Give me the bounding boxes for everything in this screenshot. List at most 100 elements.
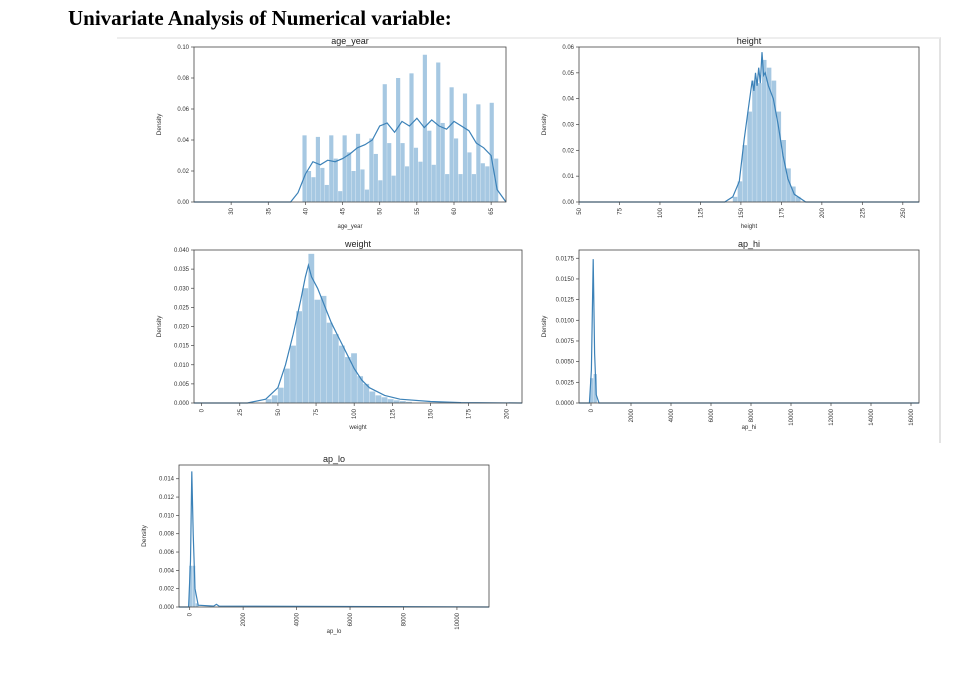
histogram-bar bbox=[494, 158, 499, 202]
histogram-bar bbox=[387, 143, 392, 202]
histogram-bar bbox=[302, 135, 307, 202]
histogram-bar bbox=[406, 401, 412, 403]
y-tick-label: 0.002 bbox=[159, 587, 175, 593]
kde-line bbox=[579, 52, 919, 203]
y-tick-label: 0.08 bbox=[177, 76, 189, 82]
y-tick-label: 0.015 bbox=[174, 344, 190, 350]
y-tick-label: 0.0100 bbox=[556, 318, 575, 324]
axes-frame bbox=[193, 46, 507, 203]
x-tick-label: 12000 bbox=[829, 408, 835, 425]
x-axis-label: age_year bbox=[337, 224, 362, 230]
histogram-bar bbox=[192, 565, 196, 607]
y-tick-label: 0.00 bbox=[562, 200, 574, 206]
x-tick-label: 150 bbox=[428, 408, 434, 419]
histogram-bar bbox=[290, 345, 296, 403]
y-tick-label: 0.0150 bbox=[556, 277, 575, 283]
histogram-bar bbox=[776, 111, 782, 202]
y-tick-label: 0.010 bbox=[159, 513, 175, 519]
histogram-bar bbox=[277, 387, 284, 403]
histogram-bar bbox=[404, 166, 410, 202]
histogram-bar bbox=[593, 374, 597, 403]
histogram-bar bbox=[375, 395, 382, 403]
x-tick-label: 10000 bbox=[455, 612, 461, 629]
x-tick-label: 175 bbox=[467, 408, 473, 419]
histogram-bar bbox=[329, 135, 334, 202]
histogram-bar bbox=[378, 180, 383, 202]
y-tick-label: 0.000 bbox=[159, 605, 175, 611]
x-tick-label: 45 bbox=[341, 207, 347, 214]
x-axis-label: weight bbox=[348, 425, 367, 431]
histogram-bar bbox=[189, 565, 193, 607]
histogram-bar bbox=[476, 104, 481, 202]
histogram-bar bbox=[467, 152, 472, 202]
y-tick-label: 0.006 bbox=[159, 550, 175, 556]
x-tick-label: 0 bbox=[188, 612, 194, 616]
histogram-bar bbox=[333, 158, 338, 202]
x-tick-label: 150 bbox=[739, 207, 745, 218]
chart-title: height bbox=[737, 36, 762, 46]
histogram-bar bbox=[413, 147, 419, 202]
y-tick-label: 0.008 bbox=[159, 532, 175, 538]
histogram-bar bbox=[338, 191, 343, 202]
histogram-bar bbox=[315, 136, 320, 202]
y-axis-label: Density bbox=[156, 315, 163, 337]
axes-frame bbox=[178, 464, 490, 608]
x-tick-label: 0 bbox=[200, 408, 206, 412]
histogram-bar bbox=[347, 152, 352, 202]
histogram-bar bbox=[742, 145, 748, 202]
page-heading: Univariate Analysis of Numerical variabl… bbox=[68, 6, 452, 30]
histogram-bar bbox=[449, 87, 454, 202]
histogram-bar bbox=[400, 143, 405, 202]
x-tick-label: 2000 bbox=[241, 612, 247, 626]
chart-title: age_year bbox=[331, 36, 369, 46]
y-tick-label: 0.02 bbox=[562, 148, 574, 154]
histogram-bar bbox=[373, 153, 378, 202]
y-axis-label: Density bbox=[156, 113, 163, 135]
histogram-bar bbox=[462, 93, 468, 202]
histogram-bar bbox=[445, 174, 450, 202]
histogram-bar bbox=[332, 334, 339, 403]
y-tick-label: 0.06 bbox=[177, 107, 189, 113]
histogram-bar bbox=[387, 399, 394, 403]
x-tick-label: 175 bbox=[779, 207, 785, 218]
histogram-bar bbox=[431, 164, 436, 202]
histogram-bar bbox=[391, 175, 396, 202]
histogram-bar bbox=[436, 62, 441, 202]
histogram-bar bbox=[308, 253, 315, 403]
x-tick-label: 60 bbox=[452, 207, 458, 214]
y-tick-label: 0.0125 bbox=[556, 298, 575, 304]
kde-line bbox=[579, 259, 919, 404]
chart-ap_lo: ap_lo 0.000 0.002 0.004 0.006 0.008 0.010 0.012… bbox=[141, 454, 490, 635]
histogram-bar bbox=[590, 378, 594, 403]
kde-line bbox=[194, 262, 523, 404]
x-tick-label: 200 bbox=[505, 408, 511, 419]
histogram-bar bbox=[786, 168, 791, 202]
x-tick-label: 30 bbox=[229, 207, 235, 214]
histogram-bar bbox=[781, 140, 786, 202]
x-tick-label: 250 bbox=[901, 207, 907, 218]
histogram-bar bbox=[345, 357, 351, 403]
x-tick-label: 100 bbox=[352, 408, 358, 419]
chart-age_year: age_year 0.00 0.02 0.04 0.06 0.08 0.10 30 35 40 45… bbox=[156, 36, 507, 230]
histogram-bar bbox=[364, 189, 370, 202]
y-tick-label: 0.06 bbox=[562, 45, 574, 51]
x-tick-label: 200 bbox=[820, 207, 826, 218]
histogram-bar bbox=[382, 84, 387, 202]
x-tick-label: 0 bbox=[589, 408, 595, 412]
histogram-bar bbox=[271, 395, 278, 403]
y-tick-label: 0.030 bbox=[174, 286, 190, 292]
histogram-bar bbox=[757, 83, 762, 202]
histogram-bar bbox=[771, 80, 777, 202]
y-tick-label: 0.035 bbox=[174, 267, 190, 273]
histogram-bar bbox=[761, 59, 767, 202]
y-tick-label: 0.03 bbox=[562, 123, 574, 129]
histogram-bar bbox=[747, 111, 752, 202]
x-tick-label: 35 bbox=[266, 207, 272, 214]
histogram-bar bbox=[357, 376, 364, 403]
histogram-bar bbox=[471, 174, 476, 202]
x-tick-label: 2000 bbox=[629, 408, 635, 422]
histogram-bar bbox=[314, 299, 321, 403]
y-tick-label: 0.04 bbox=[177, 138, 189, 144]
histogram-bar bbox=[355, 133, 361, 202]
y-tick-label: 0.04 bbox=[562, 97, 574, 103]
